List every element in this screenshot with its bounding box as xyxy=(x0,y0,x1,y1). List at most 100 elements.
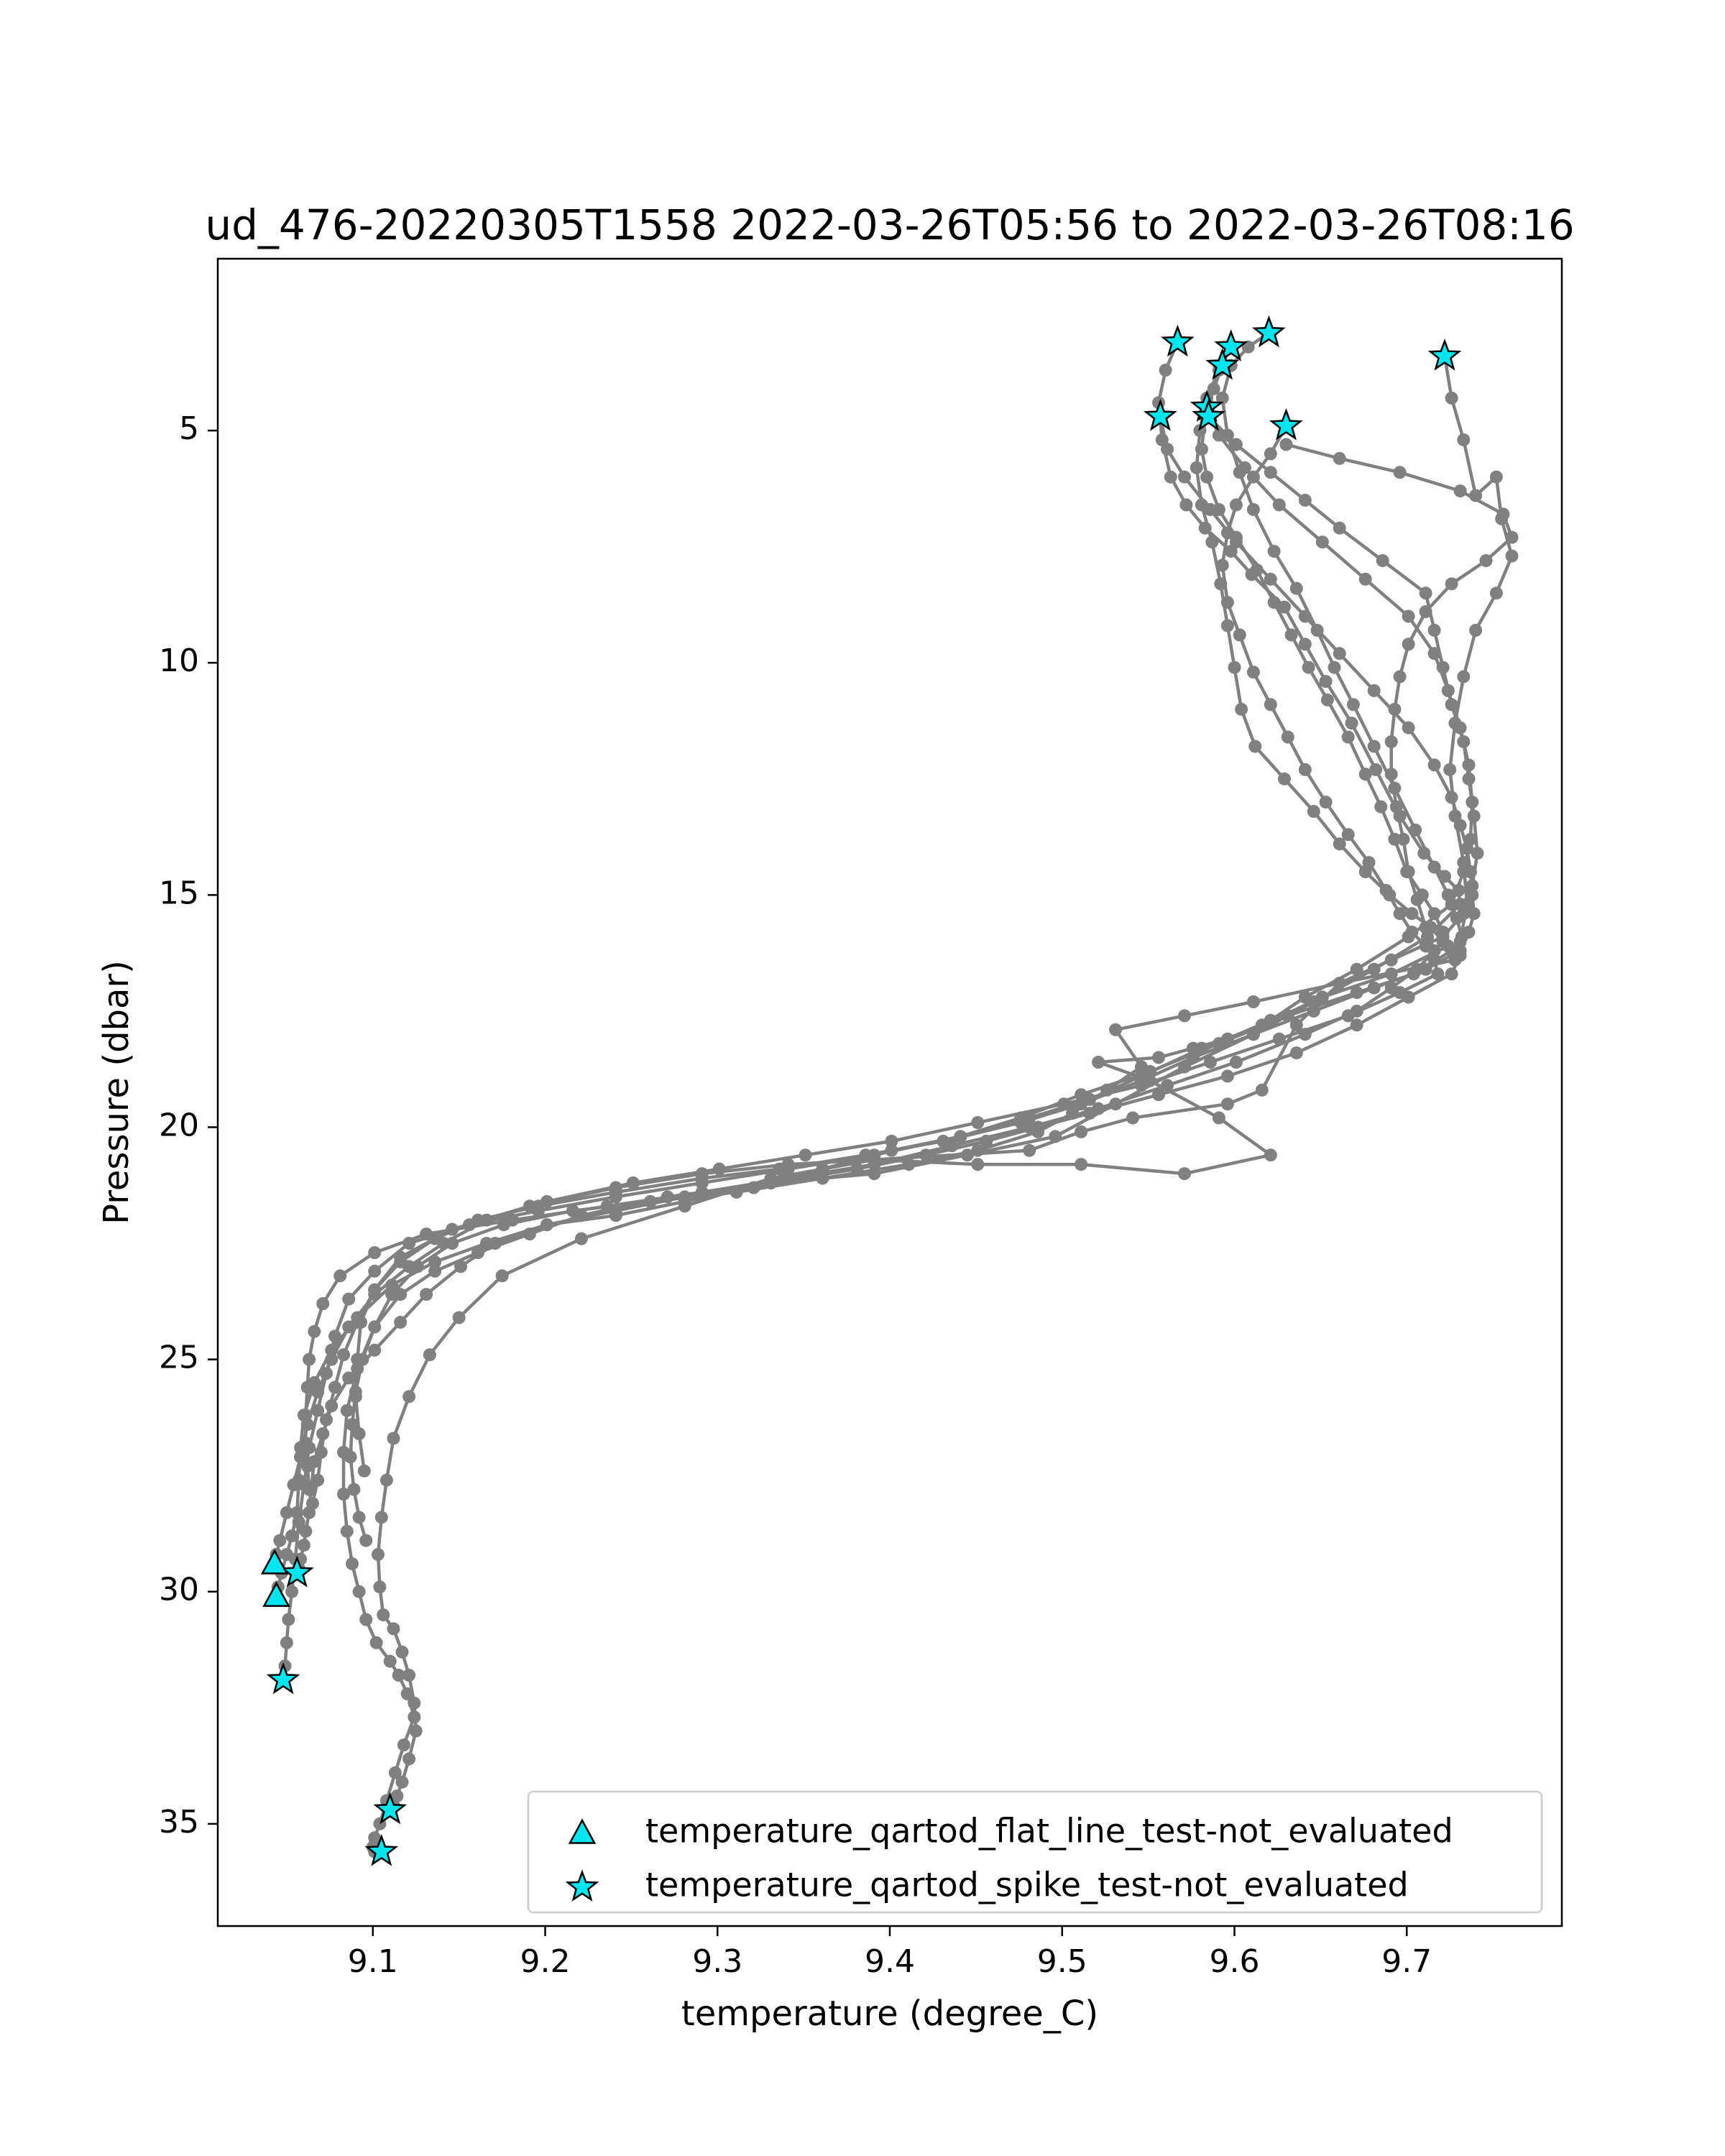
data-point xyxy=(1279,438,1293,451)
data-point xyxy=(328,1381,341,1394)
data-point xyxy=(1445,391,1458,405)
data-point xyxy=(1350,1018,1363,1032)
data-point xyxy=(1362,856,1376,870)
spike-flag-marker xyxy=(373,1792,408,1825)
spike-flag-marker xyxy=(1143,399,1177,431)
data-point xyxy=(1431,967,1445,981)
data-point xyxy=(344,1450,357,1464)
data-point xyxy=(1410,962,1424,976)
legend-box xyxy=(527,1790,1543,1914)
data-point xyxy=(695,1167,709,1181)
data-point xyxy=(368,1246,382,1259)
data-point xyxy=(1457,735,1471,749)
data-point xyxy=(480,1237,493,1250)
data-point xyxy=(1427,624,1441,637)
plot-area xyxy=(260,315,1519,1866)
data-point xyxy=(1384,981,1398,995)
data-point xyxy=(311,1473,325,1487)
legend-label-flat-line: temperature_qartod_flat_line_test-not_ev… xyxy=(645,1812,1453,1851)
data-point xyxy=(380,1473,393,1487)
profile-line xyxy=(354,406,1474,1472)
data-point xyxy=(402,1669,416,1682)
data-point xyxy=(395,1775,409,1789)
data-point xyxy=(285,1529,299,1543)
profile-line xyxy=(376,356,1514,1811)
data-point xyxy=(781,1158,795,1171)
data-point xyxy=(1220,619,1234,632)
data-point xyxy=(395,1645,409,1659)
data-point xyxy=(1284,628,1298,642)
profile-line xyxy=(349,415,1479,1542)
profile-4 xyxy=(270,326,1468,1603)
data-point xyxy=(1220,1032,1234,1046)
data-point xyxy=(1278,772,1291,786)
data-point xyxy=(1100,1083,1114,1097)
data-point xyxy=(1358,572,1372,586)
data-point xyxy=(402,1390,416,1404)
data-point xyxy=(280,1506,293,1519)
data-point xyxy=(325,1353,339,1366)
data-point xyxy=(1457,670,1471,683)
y-axis-label: Pressure (dbar) xyxy=(96,960,137,1225)
data-point xyxy=(1267,596,1281,609)
data-point xyxy=(387,1622,400,1636)
data-point xyxy=(1264,572,1277,586)
spike-flag-marker xyxy=(266,1662,300,1695)
data-point xyxy=(799,1148,812,1162)
data-point xyxy=(299,1409,313,1422)
profile-line xyxy=(304,443,1514,1490)
data-point xyxy=(1264,1148,1277,1162)
data-point xyxy=(1203,1056,1217,1069)
data-point xyxy=(730,1185,743,1199)
data-point xyxy=(1463,832,1477,846)
data-point xyxy=(314,1445,328,1459)
data-point xyxy=(1402,637,1415,651)
data-point xyxy=(354,1315,367,1329)
data-point xyxy=(1049,1130,1062,1143)
data-point xyxy=(1207,382,1220,395)
data-point xyxy=(1161,443,1174,456)
data-point xyxy=(1436,660,1450,674)
data-point xyxy=(1238,461,1251,474)
data-point xyxy=(1228,660,1241,674)
x-tick-label: 9.7 xyxy=(1381,1943,1432,1980)
data-point xyxy=(1152,1088,1165,1102)
data-point xyxy=(1307,1004,1320,1018)
data-point xyxy=(1178,1009,1191,1023)
data-point xyxy=(1393,907,1407,921)
data-point xyxy=(337,1348,350,1362)
data-point xyxy=(902,1158,916,1171)
data-point xyxy=(303,1483,316,1496)
profile-line xyxy=(295,346,1453,1574)
data-point xyxy=(1333,521,1346,535)
data-point xyxy=(352,1585,366,1598)
data-point xyxy=(971,1143,985,1157)
data-point xyxy=(1075,1158,1088,1171)
data-point xyxy=(1471,847,1484,860)
data-point xyxy=(397,1738,410,1751)
data-point xyxy=(1178,1167,1191,1181)
data-point xyxy=(1267,545,1281,558)
data-point xyxy=(285,1585,299,1598)
data-point xyxy=(359,1613,373,1626)
data-point xyxy=(340,1524,354,1538)
data-point xyxy=(1402,865,1415,878)
data-point xyxy=(1462,772,1476,786)
data-point xyxy=(352,1427,366,1440)
data-point xyxy=(1462,926,1476,939)
data-point xyxy=(1289,1018,1303,1032)
y-tick-label: 15 xyxy=(159,875,199,911)
data-point xyxy=(342,1371,356,1385)
data-point xyxy=(1367,684,1381,697)
data-point xyxy=(1384,768,1398,781)
data-point xyxy=(1235,702,1248,716)
data-point xyxy=(328,1330,341,1343)
spike-flag-marker xyxy=(1269,408,1303,441)
data-point xyxy=(303,1353,316,1366)
data-point xyxy=(1469,624,1483,637)
data-point xyxy=(523,1199,536,1213)
data-point xyxy=(1489,470,1503,484)
profile-line xyxy=(310,416,1476,1504)
data-point xyxy=(1419,921,1432,934)
